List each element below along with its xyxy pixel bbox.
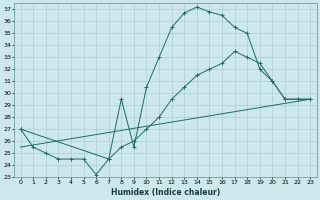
X-axis label: Humidex (Indice chaleur): Humidex (Indice chaleur) — [111, 188, 220, 197]
